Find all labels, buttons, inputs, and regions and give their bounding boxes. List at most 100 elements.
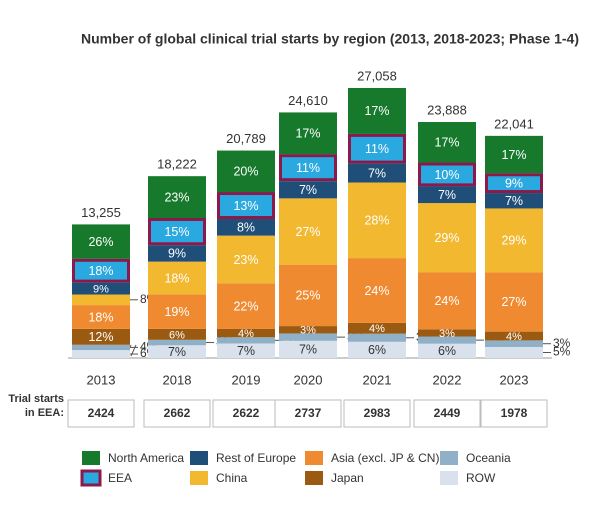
highlight-box bbox=[72, 258, 130, 283]
bar-segment bbox=[72, 305, 130, 329]
bar-segment bbox=[148, 339, 206, 346]
bar-segment bbox=[217, 328, 275, 338]
legend-swatch bbox=[82, 451, 100, 465]
table-value: 2424 bbox=[88, 406, 115, 420]
highlight-box bbox=[485, 173, 543, 194]
bar-segment bbox=[485, 347, 543, 358]
segment-label: 22% bbox=[233, 299, 258, 313]
table-cell bbox=[143, 399, 211, 428]
segment-label: 3% bbox=[300, 325, 316, 337]
legend-swatch bbox=[305, 471, 323, 485]
segment-label: 23% bbox=[233, 253, 258, 267]
segment-label: 9% bbox=[505, 176, 523, 190]
segment-label: 24% bbox=[434, 294, 459, 308]
bar-segment bbox=[148, 261, 206, 295]
segment-label: 8% bbox=[237, 221, 255, 235]
x-tick-label: 2021 bbox=[363, 372, 392, 387]
bar-segment bbox=[217, 219, 275, 236]
total-label: 27,058 bbox=[357, 68, 397, 83]
legend-swatch bbox=[440, 471, 458, 485]
segment-label: 11% bbox=[365, 142, 389, 156]
bar-segment bbox=[217, 150, 275, 193]
bar-segment bbox=[279, 154, 337, 182]
bar-segment bbox=[348, 258, 406, 323]
segment-label: 24% bbox=[364, 284, 389, 298]
table-cell bbox=[480, 399, 548, 428]
legend-label: Oceania bbox=[466, 451, 511, 465]
segment-label: 7% bbox=[237, 344, 255, 358]
bar-segment bbox=[72, 282, 130, 295]
highlight-box bbox=[148, 217, 206, 246]
bar-segment bbox=[418, 186, 476, 204]
legend-swatch bbox=[190, 471, 208, 485]
bar-segment bbox=[485, 173, 543, 194]
segment-label: 11% bbox=[296, 161, 320, 175]
table-value: 2737 bbox=[295, 406, 322, 420]
bar-segment bbox=[217, 192, 275, 220]
bar-segment bbox=[217, 337, 275, 344]
segment-label: 10% bbox=[434, 168, 459, 182]
bar-segment bbox=[279, 264, 337, 327]
table-value: 2622 bbox=[233, 406, 260, 420]
bar-segment bbox=[485, 272, 543, 332]
bar-segment bbox=[348, 333, 406, 342]
segment-label: 26% bbox=[88, 235, 113, 249]
bar-segment bbox=[418, 336, 476, 344]
segment-label: 4% bbox=[369, 323, 385, 335]
highlight-box bbox=[217, 192, 275, 220]
segment-label: 3% bbox=[553, 336, 571, 350]
bar-segment bbox=[348, 322, 406, 334]
segment-label: 29% bbox=[434, 231, 459, 245]
bar-segment bbox=[348, 163, 406, 183]
table-cell bbox=[67, 399, 135, 428]
bar-segment bbox=[418, 272, 476, 330]
segment-label: 18% bbox=[164, 271, 189, 285]
bar-segment bbox=[72, 350, 130, 358]
bar-segment bbox=[148, 176, 206, 218]
total-label: 13,255 bbox=[81, 205, 121, 220]
legend-label: North America bbox=[108, 451, 184, 465]
bar-segment bbox=[485, 135, 543, 174]
bar-segment bbox=[418, 203, 476, 273]
segment-label: 12% bbox=[88, 330, 113, 344]
segment-label: 13% bbox=[233, 199, 258, 213]
legend-label: China bbox=[216, 471, 248, 485]
table-value: 2662 bbox=[164, 406, 191, 420]
bar-segment bbox=[72, 328, 130, 345]
legend-swatch bbox=[440, 451, 458, 465]
segment-label: 15% bbox=[164, 225, 189, 239]
bar-segment bbox=[348, 182, 406, 259]
bar-segment bbox=[279, 198, 337, 265]
x-tick-label: 2022 bbox=[433, 372, 462, 387]
highlight-box bbox=[279, 154, 337, 182]
legend-swatch bbox=[305, 451, 323, 465]
total-label: 22,041 bbox=[494, 116, 534, 131]
table-cell bbox=[212, 399, 280, 428]
bar-segment bbox=[485, 208, 543, 273]
total-label: 23,888 bbox=[427, 102, 467, 117]
segment-label: 7% bbox=[168, 345, 186, 359]
segment-label: 17% bbox=[434, 136, 459, 150]
bar-segment bbox=[217, 343, 275, 358]
segment-label: 19% bbox=[164, 305, 189, 319]
segment-label: 17% bbox=[364, 104, 389, 118]
bar-segment bbox=[148, 245, 206, 262]
legend-label: Japan bbox=[331, 471, 364, 485]
segment-label: 18% bbox=[88, 264, 113, 278]
bar-segment bbox=[348, 133, 406, 164]
bar-segment bbox=[485, 193, 543, 209]
bar-segment bbox=[72, 344, 130, 351]
table-value: 1978 bbox=[501, 406, 528, 420]
segment-label: 5% bbox=[553, 345, 571, 359]
legend-swatch bbox=[190, 451, 208, 465]
bar-segment bbox=[418, 329, 476, 337]
bar-segment bbox=[148, 294, 206, 329]
total-label: 20,789 bbox=[226, 131, 266, 146]
segment-label: 7% bbox=[505, 194, 523, 208]
bar-segment bbox=[279, 112, 337, 155]
table-cell bbox=[274, 399, 342, 428]
segment-label: 27% bbox=[295, 225, 320, 239]
segment-label: 23% bbox=[164, 190, 189, 204]
total-label: 24,610 bbox=[288, 93, 328, 108]
